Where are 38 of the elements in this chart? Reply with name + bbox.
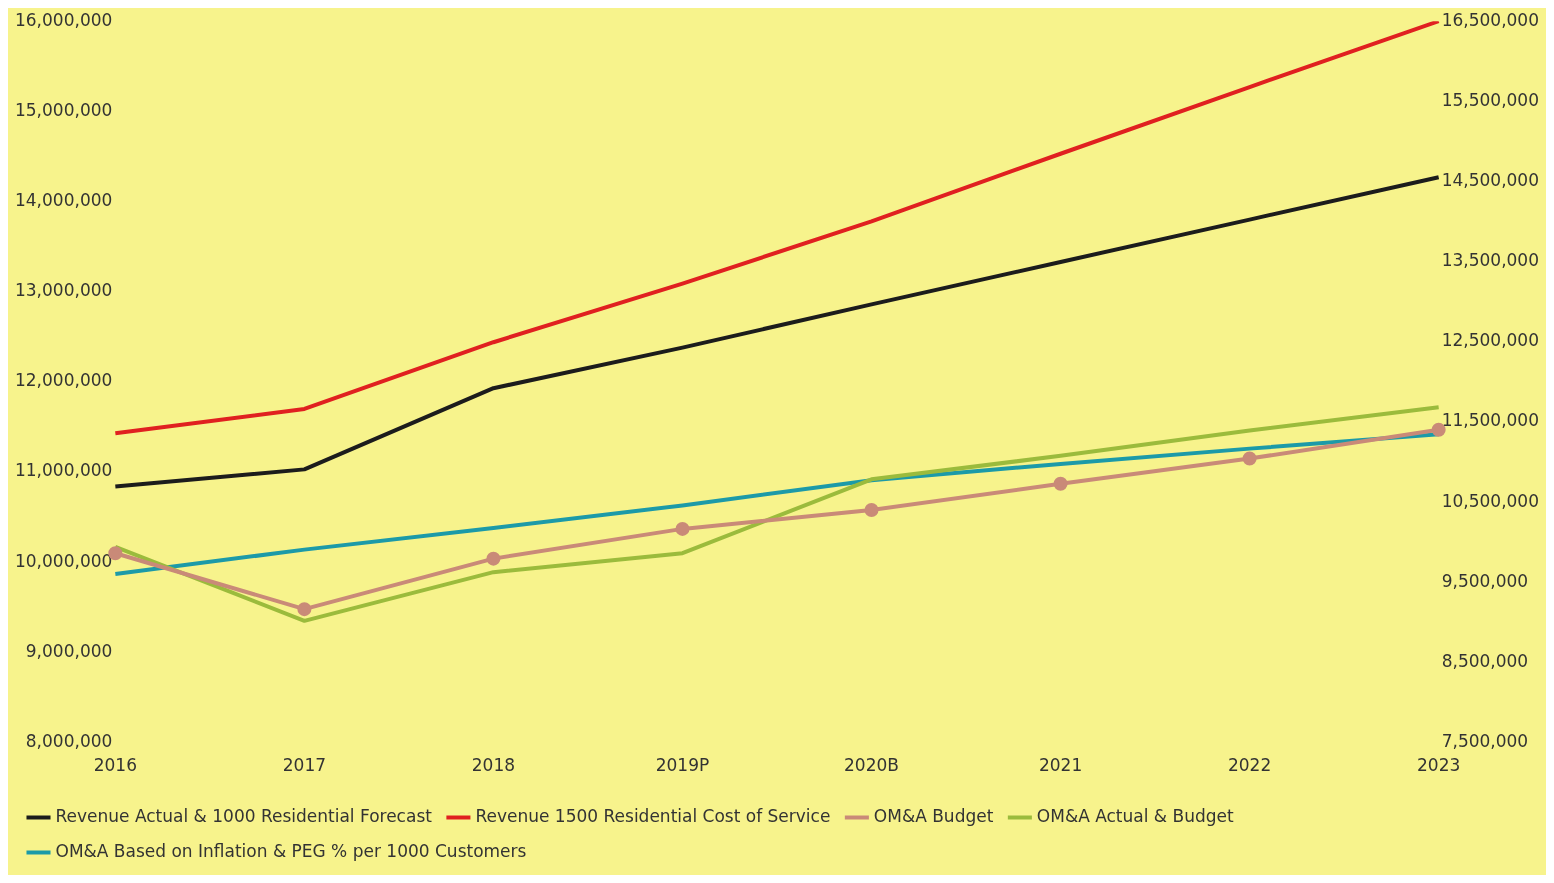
y-tick-label: 11,000,000 [14, 460, 113, 481]
point [1242, 451, 1257, 466]
x-tick-label: 2021 [1038, 755, 1083, 776]
y2-tick-label: 15,500,000 [1441, 89, 1540, 110]
legend-label: Revenue 1500 Residential Cost of Service [475, 805, 831, 826]
point [297, 602, 312, 617]
y-tick-label: 12,000,000 [14, 370, 113, 391]
y-tick-label: 9,000,000 [25, 640, 113, 661]
y2-tick-label: 10,500,000 [1441, 490, 1540, 511]
point [675, 521, 690, 536]
x-tick-label: 2016 [93, 755, 137, 776]
y2-tick-label: 9,500,000 [1441, 570, 1529, 591]
point [486, 551, 501, 566]
y2-tick-label: 7,500,000 [1441, 731, 1529, 752]
y-tick-label: 13,000,000 [14, 280, 113, 301]
y2-tick-label: 16,500,000 [1441, 9, 1540, 30]
y-tick-label: 8,000,000 [25, 731, 113, 752]
point [864, 502, 879, 517]
y2-tick-label: 14,500,000 [1441, 169, 1540, 190]
x-tick-label: 2023 [1417, 755, 1461, 776]
y-tick-label: 16,000,000 [14, 9, 113, 30]
y2-tick-label: 13,500,000 [1441, 250, 1540, 271]
x-tick-label: 2020B [844, 755, 899, 776]
y-tick-label: 15,000,000 [14, 99, 113, 120]
y2-tick-label: 8,500,000 [1441, 650, 1529, 671]
x-tick-label: 2022 [1227, 755, 1272, 776]
y2-tick-label: 11,500,000 [1441, 410, 1540, 431]
legend-label: OM&A Actual & Budget [1036, 805, 1234, 826]
legend-label: Revenue Actual & 1000 Residential Forecast [55, 805, 433, 826]
y-tick-label: 14,000,000 [14, 189, 113, 210]
legend-label: OM&A Based on Inflation & PEG % per 1000 Customers [55, 840, 527, 861]
point [1053, 476, 1068, 491]
x-tick-label: 2017 [282, 755, 327, 776]
legend-label: OM&A Budget [873, 805, 994, 826]
x-tick-label: 2018 [471, 755, 516, 776]
y-tick-label: 10,000,000 [14, 550, 113, 571]
x-tick-label: 2019P [655, 755, 710, 776]
y2-tick-label: 12,500,000 [1441, 330, 1540, 351]
